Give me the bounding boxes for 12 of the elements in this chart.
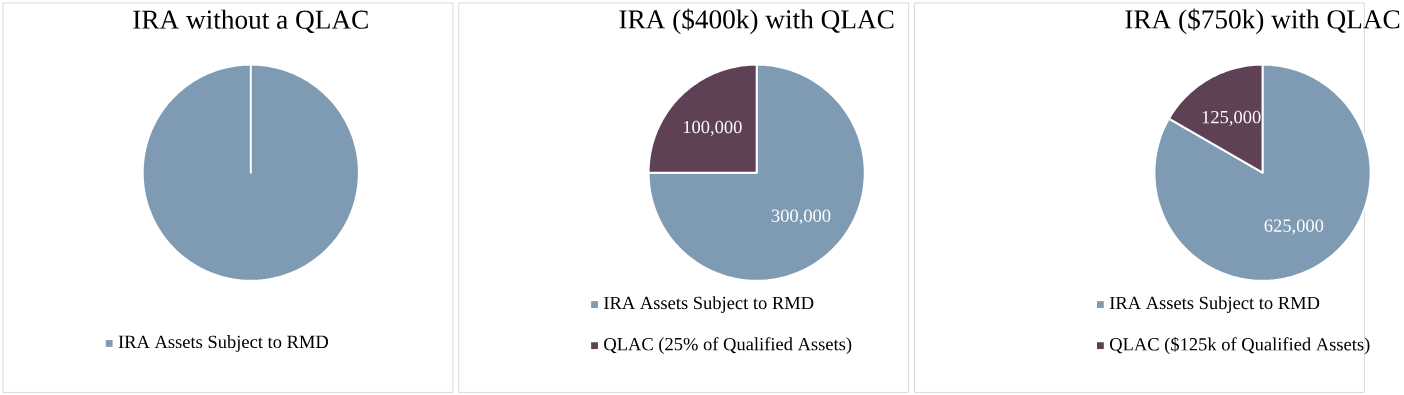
- legend-label: QLAC (25% of Qualified Assets): [604, 336, 852, 354]
- data-label: 625,000: [1264, 219, 1324, 235]
- chart-title: IRA ($400k) with QLAC: [619, 8, 894, 34]
- legend-label: QLAC ($125k of Qualified Assets): [1110, 336, 1370, 355]
- legend-label: IRA Assets Subject to RMD: [118, 334, 328, 352]
- chart-title: IRA ($750k) with QLAC: [1125, 8, 1400, 34]
- data-label: 125,000: [1202, 110, 1261, 126]
- legend-label: IRA Assets Subject to RMD: [1109, 296, 1320, 313]
- data-label: 300,000: [771, 209, 831, 225]
- data-label: 100,000: [683, 120, 742, 136]
- chart-title: IRA without a QLAC: [133, 9, 368, 33]
- legend-label: IRA Assets Subject to RMD: [604, 296, 814, 313]
